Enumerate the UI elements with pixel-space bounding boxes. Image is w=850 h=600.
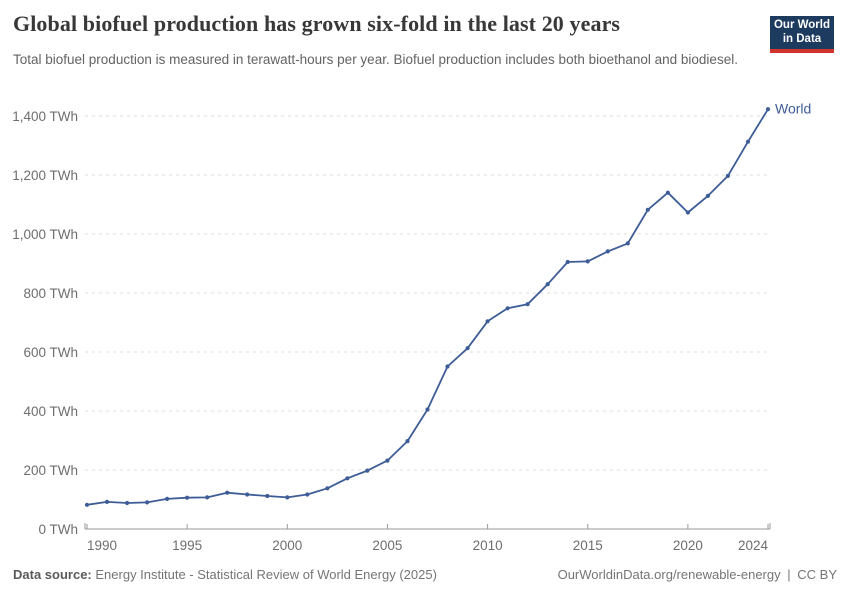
data-point[interactable] (345, 476, 350, 481)
license-link[interactable]: CC BY (797, 567, 837, 582)
chart-title: Global biofuel production has grown six-… (13, 11, 621, 36)
y-axis-tick-label: 800 TWh (23, 286, 78, 301)
y-axis-tick-label: 0 TWh (38, 522, 78, 537)
data-point[interactable] (565, 259, 570, 265)
data-point[interactable] (405, 439, 410, 444)
owid-logo-text: Our World in Data (770, 16, 834, 49)
data-point[interactable] (525, 302, 530, 307)
data-point[interactable] (84, 502, 90, 507)
data-point[interactable] (365, 468, 370, 473)
y-axis-tick-label: 1,200 TWh (12, 168, 78, 183)
data-point[interactable] (225, 490, 230, 495)
data-point[interactable] (305, 492, 310, 497)
y-axis-tick-label: 600 TWh (23, 345, 78, 360)
data-point[interactable] (145, 500, 150, 505)
data-point[interactable] (725, 173, 731, 178)
footer-links: OurWorldinData.org/renewable-energy | CC… (555, 567, 837, 582)
x-axis-tick-label: 2020 (673, 538, 703, 553)
data-point[interactable] (285, 495, 290, 500)
data-point[interactable] (325, 486, 330, 491)
y-axis-tick-label: 1,000 TWh (12, 227, 78, 242)
x-axis-tick-label: 2000 (272, 538, 302, 553)
data-source: Data source: Energy Institute - Statisti… (13, 567, 437, 582)
data-point[interactable] (605, 249, 610, 254)
chart-footer: Data source: Energy Institute - Statisti… (13, 567, 837, 582)
data-point[interactable] (645, 207, 650, 212)
data-point[interactable] (485, 319, 490, 324)
footer-separator: | (787, 567, 791, 582)
y-axis-tick-label: 1,400 TWh (12, 109, 78, 124)
x-axis-tick-label: 2010 (473, 538, 503, 553)
line-chart-plot-area[interactable]: 0 TWh 200 TWh 400 TWh 600 TWh 800 TWh 1,000 T… (0, 95, 850, 565)
series-line-world[interactable] (86, 108, 769, 506)
y-axis-tick-label: 400 TWh (23, 404, 78, 419)
y-axis-tick-label: 200 TWh (23, 463, 78, 478)
data-point[interactable] (425, 407, 430, 412)
series-label-world[interactable]: World (775, 101, 811, 117)
data-point[interactable] (445, 364, 450, 369)
data-point[interactable] (625, 241, 630, 246)
data-point[interactable] (205, 495, 210, 500)
data-source-text: Energy Institute - Statistical Review of… (95, 567, 437, 582)
data-point[interactable] (465, 346, 470, 351)
x-axis-tick-label: 2015 (573, 538, 603, 553)
data-point[interactable] (685, 210, 691, 215)
chart-subtitle: Total biofuel production is measured in … (13, 52, 738, 67)
owid-logo[interactable]: Our World in Data (770, 16, 834, 53)
data-source-label: Data source: (13, 567, 92, 582)
data-point[interactable] (705, 193, 711, 198)
data-point[interactable] (265, 493, 270, 499)
x-axis-tick-label: 2005 (372, 538, 402, 553)
owid-logo-red-bar (770, 49, 834, 53)
data-point[interactable] (125, 500, 130, 506)
data-point[interactable] (505, 306, 510, 311)
x-axis-tick-label: 1995 (172, 538, 202, 553)
data-point[interactable] (245, 492, 250, 497)
data-point[interactable] (104, 499, 110, 504)
data-point[interactable] (745, 139, 751, 144)
owid-url-link[interactable]: OurWorldinData.org/renewable-energy (557, 567, 781, 582)
x-axis-tick-label: 2024 (738, 538, 769, 553)
x-axis-tick-label: 1990 (87, 538, 117, 553)
data-point[interactable] (665, 190, 671, 195)
data-point[interactable] (765, 107, 771, 112)
data-point[interactable] (385, 458, 390, 463)
data-point[interactable] (545, 282, 550, 287)
data-point[interactable] (165, 496, 170, 501)
data-point[interactable] (585, 259, 590, 264)
data-point[interactable] (185, 495, 190, 500)
